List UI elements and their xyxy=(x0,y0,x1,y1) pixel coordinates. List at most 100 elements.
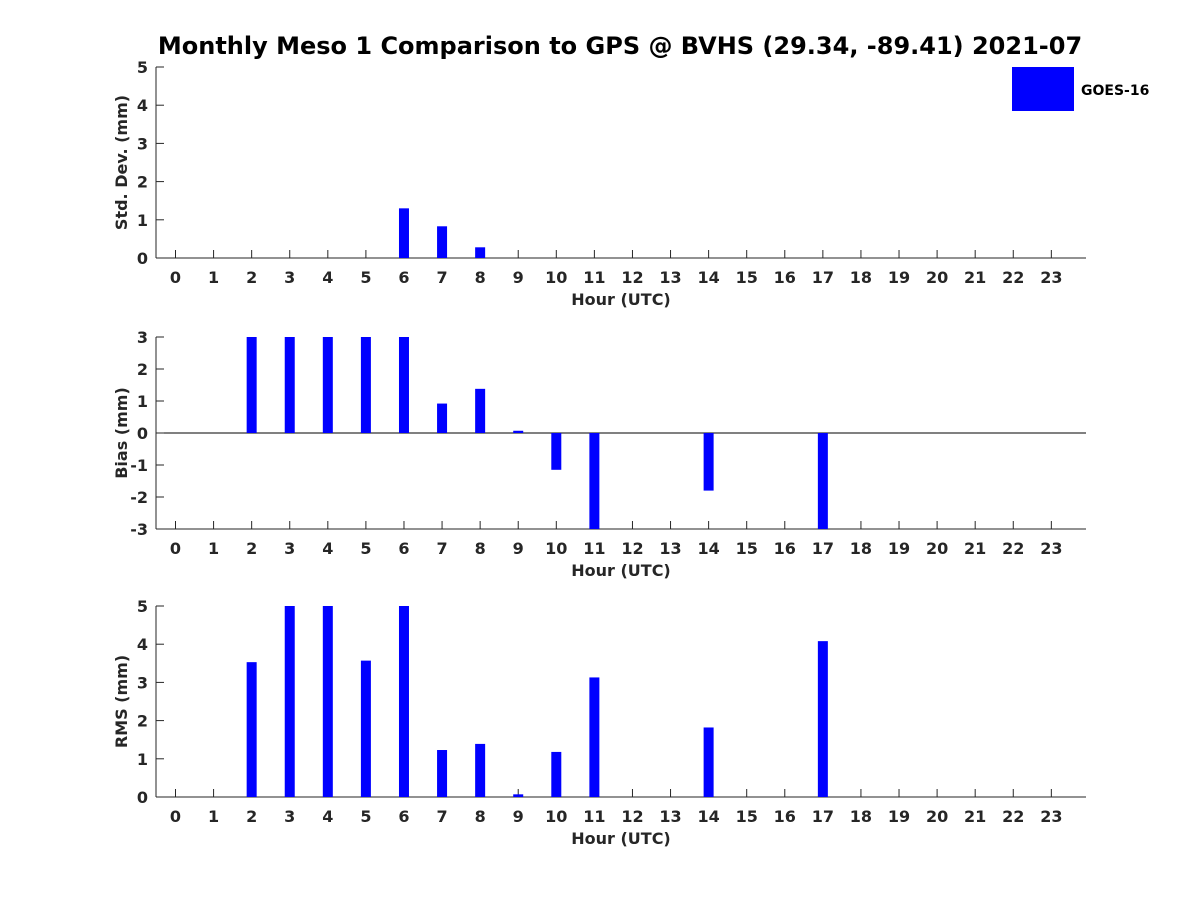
x-tick-label-rms: 5 xyxy=(360,807,371,826)
y-tick-label-std: 2 xyxy=(137,173,148,192)
bar-bias-hour-5 xyxy=(360,337,371,433)
x-tick-label-bias: 19 xyxy=(888,539,910,558)
x-tick-label-std: 5 xyxy=(360,268,371,287)
bar-bias-hour-8 xyxy=(475,388,486,433)
y-tick-label-rms: 1 xyxy=(137,750,148,769)
bar-bias-hour-9 xyxy=(513,430,524,433)
legend-label-goes-16: GOES-16 xyxy=(1081,83,1149,99)
bar-rms-hour-3 xyxy=(284,606,295,797)
x-tick-label-std: 22 xyxy=(1002,268,1024,287)
x-tick-label-std: 4 xyxy=(322,268,333,287)
x-tick-label-rms: 7 xyxy=(436,807,447,826)
x-tick-label-rms: 12 xyxy=(621,807,643,826)
x-tick-label-std: 17 xyxy=(812,268,834,287)
x-tick-label-rms: 8 xyxy=(475,807,486,826)
bar-std-hour-7 xyxy=(437,226,448,258)
bar-bias-hour-17 xyxy=(817,433,828,529)
chart-title: Monthly Meso 1 Comparison to GPS @ BVHS … xyxy=(158,32,1082,60)
x-tick-label-rms: 15 xyxy=(736,807,758,826)
x-tick-label-std: 15 xyxy=(736,268,758,287)
bar-rms-hour-2 xyxy=(246,662,257,797)
x-tick-label-rms: 3 xyxy=(284,807,295,826)
x-tick-label-rms: 10 xyxy=(545,807,567,826)
bar-rms-hour-4 xyxy=(322,606,333,797)
bar-bias-hour-2 xyxy=(246,337,257,433)
x-tick-label-bias: 10 xyxy=(545,539,567,558)
bar-bias-hour-14 xyxy=(703,433,714,491)
x-tick-label-rms: 6 xyxy=(398,807,409,826)
bar-rms-hour-10 xyxy=(551,751,562,797)
x-tick-label-rms: 23 xyxy=(1040,807,1062,826)
x-tick-label-std: 18 xyxy=(850,268,872,287)
x-tick-label-std: 16 xyxy=(774,268,796,287)
x-tick-label-std: 10 xyxy=(545,268,567,287)
x-axis-label-std: Hour (UTC) xyxy=(571,290,671,309)
bar-rms-hour-11 xyxy=(589,677,600,797)
x-tick-label-bias: 1 xyxy=(208,539,219,558)
x-tick-label-std: 13 xyxy=(659,268,681,287)
y-tick-label-bias: -1 xyxy=(130,456,148,475)
x-tick-label-bias: 16 xyxy=(774,539,796,558)
x-tick-label-bias: 18 xyxy=(850,539,872,558)
bar-bias-hour-6 xyxy=(398,337,409,433)
y-tick-label-bias: 0 xyxy=(137,424,148,443)
x-tick-label-rms: 16 xyxy=(774,807,796,826)
y-tick-label-std: 3 xyxy=(137,134,148,153)
x-tick-label-rms: 19 xyxy=(888,807,910,826)
x-tick-label-rms: 13 xyxy=(659,807,681,826)
y-tick-label-std: 4 xyxy=(137,96,148,115)
x-tick-label-std: 7 xyxy=(436,268,447,287)
bar-std-hour-6 xyxy=(398,208,409,258)
y-axis-label-rms: RMS (mm) xyxy=(112,655,131,748)
y-tick-label-bias: 1 xyxy=(137,392,148,411)
x-tick-label-rms: 9 xyxy=(513,807,524,826)
bar-rms-hour-7 xyxy=(437,750,448,797)
legend-swatch-goes-16 xyxy=(1012,67,1074,111)
x-tick-label-rms: 0 xyxy=(170,807,181,826)
x-tick-label-rms: 2 xyxy=(246,807,257,826)
x-tick-label-bias: 4 xyxy=(322,539,333,558)
bar-rms-hour-5 xyxy=(360,660,371,797)
bar-bias-hour-4 xyxy=(322,337,333,433)
x-tick-label-std: 9 xyxy=(513,268,524,287)
x-tick-label-bias: 9 xyxy=(513,539,524,558)
x-tick-label-rms: 21 xyxy=(964,807,986,826)
x-axis-label-rms: Hour (UTC) xyxy=(571,829,671,848)
y-tick-label-rms: 5 xyxy=(137,597,148,616)
bar-rms-hour-6 xyxy=(398,606,409,797)
x-tick-label-std: 20 xyxy=(926,268,948,287)
x-tick-label-rms: 4 xyxy=(322,807,333,826)
x-tick-label-std: 2 xyxy=(246,268,257,287)
x-tick-label-std: 6 xyxy=(398,268,409,287)
y-tick-label-std: 5 xyxy=(137,58,148,77)
x-tick-label-rms: 18 xyxy=(850,807,872,826)
x-tick-label-std: 8 xyxy=(475,268,486,287)
x-tick-label-bias: 15 xyxy=(736,539,758,558)
x-tick-label-bias: 5 xyxy=(360,539,371,558)
bar-bias-hour-10 xyxy=(551,433,562,470)
y-tick-label-std: 0 xyxy=(137,249,148,268)
x-tick-label-std: 21 xyxy=(964,268,986,287)
x-tick-label-bias: 20 xyxy=(926,539,948,558)
x-tick-label-rms: 14 xyxy=(697,807,719,826)
x-tick-label-std: 12 xyxy=(621,268,643,287)
y-tick-label-rms: 4 xyxy=(137,635,148,654)
bar-rms-hour-14 xyxy=(703,727,714,797)
y-tick-label-bias: 3 xyxy=(137,328,148,347)
x-tick-label-bias: 17 xyxy=(812,539,834,558)
y-tick-label-bias: -3 xyxy=(130,520,148,539)
y-tick-label-rms: 0 xyxy=(137,788,148,807)
x-tick-label-std: 11 xyxy=(583,268,605,287)
x-tick-label-bias: 12 xyxy=(621,539,643,558)
x-tick-label-bias: 11 xyxy=(583,539,605,558)
y-tick-label-rms: 2 xyxy=(137,712,148,731)
x-tick-label-bias: 3 xyxy=(284,539,295,558)
x-tick-label-std: 3 xyxy=(284,268,295,287)
y-axis-label-bias: Bias (mm) xyxy=(112,387,131,479)
x-axis-label-bias: Hour (UTC) xyxy=(571,561,671,580)
x-tick-label-rms: 20 xyxy=(926,807,948,826)
x-tick-label-std: 19 xyxy=(888,268,910,287)
y-tick-label-std: 1 xyxy=(137,211,148,230)
